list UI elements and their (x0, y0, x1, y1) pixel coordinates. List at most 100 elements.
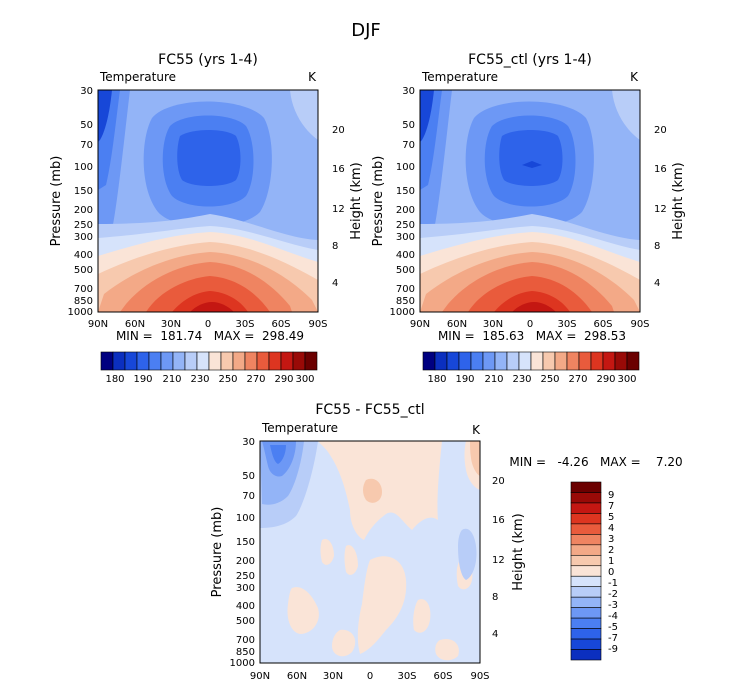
panel-b-title: FC55_ctl (yrs 1-4) (468, 52, 592, 68)
height-axis-label: Height (km) (511, 513, 526, 590)
pressure-tick-label: 100 (236, 513, 255, 524)
colorbar-swatch (530, 351, 544, 371)
pressure-axis-label: Pressure (mb) (49, 156, 64, 247)
colorbar-swatch (196, 351, 210, 371)
colorbar-swatch (124, 351, 138, 371)
latitude-tick-label: 60N (125, 319, 145, 330)
colorbar-swatch (506, 351, 520, 371)
colorbar-swatch (570, 544, 602, 556)
latitude-tick-label: 60N (287, 671, 307, 682)
contour-fill (522, 161, 542, 168)
contour-fill (172, 291, 248, 312)
colorbar-label: -1 (608, 578, 618, 589)
latitude-tick-label: 90N (410, 319, 430, 330)
panel-b-var-label: Temperature (421, 70, 498, 84)
colorbar-swatch (570, 481, 602, 493)
colorbar-swatch (554, 351, 568, 371)
panel-a: FC55 (yrs 1-4) Temperature K (49, 52, 364, 385)
pressure-tick-label: 50 (80, 120, 93, 131)
colorbar-swatch (570, 492, 602, 504)
panel-a-var-label: Temperature (99, 70, 176, 84)
contour-fill (499, 130, 563, 186)
latitude-axis: 90N 60N 30N 0 30S 60S 90S (410, 319, 650, 330)
colorbar-label: 7 (608, 501, 614, 512)
colorbar-swatch (148, 351, 162, 371)
plot-frame (419, 89, 641, 313)
pressure-tick-label: 150 (396, 186, 415, 197)
colorbar-label: 270 (568, 374, 587, 385)
pressure-tick-label: 70 (402, 140, 415, 151)
pressure-tick-label: 400 (396, 250, 415, 261)
height-tick-label: 8 (492, 592, 498, 603)
colorbar-label: -5 (608, 622, 618, 633)
colorbar-label: 230 (512, 374, 531, 385)
pressure-tick-label: 100 (396, 162, 415, 173)
panel-c-var-label: Temperature (261, 421, 338, 435)
latitude-tick-label: 60S (271, 319, 290, 330)
min-max-label: MIN = 181.74 MAX = 298.49 (116, 329, 304, 343)
contour-fill (98, 90, 112, 142)
colorbar-swatch (244, 351, 258, 371)
colorbar-swatch (220, 351, 234, 371)
colorbar-swatch (614, 351, 628, 371)
colorbar-swatch (184, 351, 198, 371)
colorbar-swatch (160, 351, 174, 371)
colorbar-swatch (280, 351, 294, 371)
colorbar-swatch (590, 351, 604, 371)
pressure-tick-label: 200 (236, 556, 255, 567)
colorbar-swatch (422, 351, 436, 371)
pressure-tick-label: 400 (236, 601, 255, 612)
pressure-axis: 30 50 70 100 150 200 250 300 400 500 700… (68, 86, 93, 318)
latitude-axis: 90N 60N 30N 0 30S 60S 90S (88, 319, 328, 330)
pressure-tick-label: 200 (396, 205, 415, 216)
colorbar-swatch (570, 607, 602, 619)
height-axis: 20 16 12 8 4 (332, 125, 345, 289)
pressure-tick-label: 150 (236, 537, 255, 548)
colorbar-label: 9 (608, 490, 614, 501)
pressure-tick-label: 700 (396, 284, 415, 295)
pressure-tick-label: 50 (402, 120, 415, 131)
colorbar-a (100, 351, 318, 371)
panel-a-title: FC55 (yrs 1-4) (158, 52, 258, 68)
pressure-tick-label: 500 (236, 616, 255, 627)
height-axis: 20 16 12 8 4 (654, 125, 667, 289)
colorbar-swatch (570, 502, 602, 514)
height-tick-label: 8 (332, 241, 338, 252)
panel-c-title: FC55 - FC55_ctl (315, 402, 424, 418)
height-tick-label: 12 (492, 555, 505, 566)
height-tick-label: 20 (332, 125, 345, 136)
pressure-tick-label: 700 (74, 284, 93, 295)
pressure-tick-label: 200 (74, 205, 93, 216)
pressure-axis-label: Pressure (mb) (371, 156, 386, 247)
colorbar-swatch (570, 513, 602, 525)
latitude-tick-label: 0 (527, 319, 533, 330)
latitude-tick-label: 90S (308, 319, 327, 330)
colorbar-label: 5 (608, 512, 614, 523)
contour-fill (357, 556, 407, 654)
colorbar-swatch (112, 351, 126, 371)
colorbar-label: 300 (295, 374, 314, 385)
height-tick-label: 16 (492, 515, 505, 526)
panel-a-unit: K (308, 70, 317, 84)
contour-fill (435, 638, 459, 661)
colorbar-c (570, 481, 602, 661)
colorbar-swatch (570, 575, 602, 588)
contour-fill (190, 302, 234, 312)
latitude-tick-label: 90N (250, 671, 270, 682)
min-max-label: MIN = 185.63 MAX = 298.53 (438, 329, 626, 343)
pressure-tick-label: 70 (80, 140, 93, 151)
colorbar-label: 300 (617, 374, 636, 385)
colorbar-label: 290 (596, 374, 615, 385)
contour-fill (420, 90, 434, 142)
latitude-tick-label: 30N (483, 319, 503, 330)
height-tick-label: 4 (654, 278, 660, 289)
pressure-tick-label: 150 (74, 186, 93, 197)
latitude-tick-label: 0 (367, 671, 373, 682)
pressure-tick-label: 300 (236, 583, 255, 594)
height-tick-label: 4 (492, 629, 498, 640)
colorbar-swatch (570, 617, 602, 629)
panel-c-contour-field (260, 441, 480, 663)
colorbar-swatch (494, 351, 508, 371)
colorbar-label: 190 (455, 374, 474, 385)
plot-frame (259, 440, 481, 664)
